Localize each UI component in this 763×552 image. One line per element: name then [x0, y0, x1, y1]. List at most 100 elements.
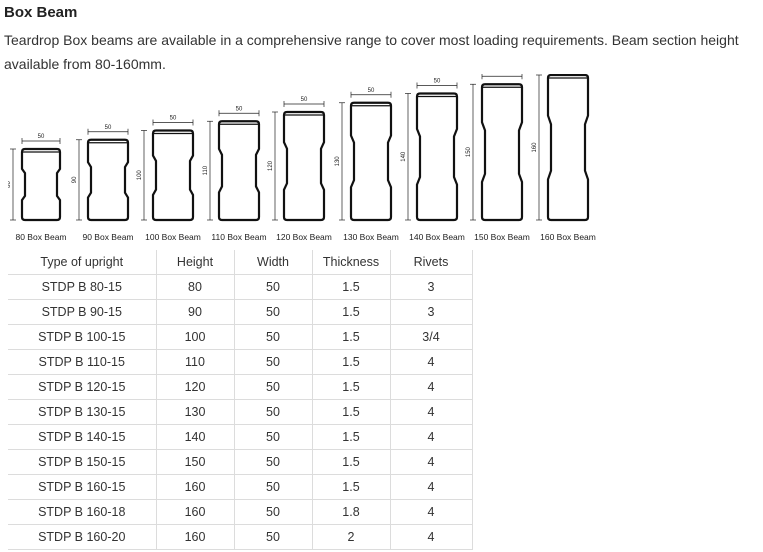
table-cell: 50 — [233, 299, 313, 325]
table-cell: 1.5 — [311, 424, 391, 450]
width-dimension-label: 50 — [105, 125, 112, 131]
table-cell: 120 — [155, 374, 235, 400]
table-cell: 4 — [389, 474, 473, 500]
table-body: STDP B 80-15 80 50 1.5 3 STDP B 90-15 90 50 1.5 3… — [8, 274, 473, 550]
beam-profile-110: 50 110 110 Box Beam — [203, 106, 267, 242]
table-row: STDP B 130-15 130 50 1.5 4 — [8, 399, 473, 425]
table-cell: STDP B 90-15 — [8, 299, 157, 325]
beam-outline — [546, 74, 590, 222]
table-cell: 1.5 — [311, 449, 391, 475]
box-beam-spec-table: Type of upright Height Width Thickness Rivet… — [8, 250, 473, 550]
profile-caption: 120 Box Beam — [276, 232, 332, 242]
table-cell: 50 — [233, 374, 313, 400]
table-row: STDP B 100-15 100 50 1.5 3/4 — [8, 324, 473, 350]
height-dimension-label: 130 — [335, 156, 341, 167]
table-cell: 1.5 — [311, 474, 391, 500]
table-cell: 1.5 — [311, 299, 391, 325]
table-row: STDP B 90-15 90 50 1.5 3 — [8, 299, 473, 325]
beam-profile-160: 50160160 Box Beam — [532, 74, 596, 242]
table-cell: 160 — [155, 499, 235, 525]
column-header: Width — [233, 250, 313, 275]
table-cell: 4 — [389, 374, 473, 400]
beam-outline — [151, 129, 195, 222]
width-dimension-label: 50 — [301, 97, 308, 103]
table-cell: STDP B 160-20 — [8, 524, 157, 550]
profile-caption: 90 Box Beam — [82, 232, 133, 242]
table-cell: 140 — [155, 424, 235, 450]
beam-outline — [415, 92, 459, 222]
table-cell: STDP B 120-15 — [8, 374, 157, 400]
column-header: Height — [155, 250, 235, 275]
table-cell: 4 — [389, 524, 473, 550]
table-cell: STDP B 160-18 — [8, 499, 157, 525]
beam-profile-130: 50 130 130 Box Beam — [335, 88, 399, 242]
table-cell: 50 — [233, 399, 313, 425]
column-header: Rivets — [389, 250, 473, 275]
table-cell: STDP B 80-15 — [8, 274, 157, 300]
width-dimension-label: 50 — [499, 74, 506, 75]
table-cell: 4 — [389, 499, 473, 525]
table-cell: 50 — [233, 349, 313, 375]
beam-outline — [282, 110, 326, 222]
height-dimension-label: 80 — [8, 181, 12, 188]
table-cell: 50 — [233, 449, 313, 475]
beam-outline — [20, 147, 62, 222]
width-dimension-label: 50 — [170, 116, 177, 122]
table-cell: 1.8 — [311, 499, 391, 525]
width-dimension-label: 50 — [368, 88, 375, 94]
box-beam-profiles-figure: 50 80 80 Box Beam 50 90 90 Box Beam 50 100 100 B… — [8, 74, 618, 248]
table-cell: 1.5 — [311, 274, 391, 300]
beam-outline — [86, 138, 130, 222]
table-cell: 1.5 — [311, 399, 391, 425]
table-cell: 3 — [389, 274, 473, 300]
height-dimension-label: 120 — [268, 160, 274, 171]
table-cell: 4 — [389, 399, 473, 425]
profile-caption: 140 Box Beam — [409, 232, 465, 242]
profile-caption: 80 Box Beam — [15, 232, 66, 242]
width-dimension-label: 50 — [236, 106, 243, 112]
table-row: STDP B 110-15 110 50 1.5 4 — [8, 349, 473, 375]
table-row: STDP B 80-15 80 50 1.5 3 — [8, 274, 473, 300]
table-cell: STDP B 100-15 — [8, 324, 157, 350]
height-dimension-label: 150 — [466, 146, 472, 157]
table-cell: STDP B 140-15 — [8, 424, 157, 450]
page-title: Box Beam — [4, 4, 78, 21]
table-cell: 1.5 — [311, 324, 391, 350]
table-cell: 130 — [155, 399, 235, 425]
table-cell: 160 — [155, 524, 235, 550]
table-cell: 3 — [389, 299, 473, 325]
table-cell: 1.5 — [311, 374, 391, 400]
table-cell: 50 — [233, 499, 313, 525]
beam-outline — [480, 83, 524, 222]
table-cell: 50 — [233, 324, 313, 350]
height-dimension-label: 100 — [137, 170, 143, 181]
intro-paragraph: Teardrop Box beams are available in a co… — [4, 32, 739, 72]
height-dimension-label: 160 — [532, 142, 538, 153]
beam-profile-120: 50 120 120 Box Beam — [268, 97, 332, 242]
table-cell: 90 — [155, 299, 235, 325]
table-cell: 100 — [155, 324, 235, 350]
beam-profile-90: 50 90 90 Box Beam — [72, 125, 134, 242]
width-dimension-label: 50 — [434, 79, 441, 85]
table-row: STDP B 160-20 160 50 2 4 — [8, 524, 473, 550]
table-cell: STDP B 150-15 — [8, 449, 157, 475]
profile-caption: 130 Box Beam — [343, 232, 399, 242]
height-dimension-label: 140 — [401, 151, 407, 162]
table-cell: 80 — [155, 274, 235, 300]
profile-caption: 100 Box Beam — [145, 232, 201, 242]
table-cell: 50 — [233, 474, 313, 500]
table-cell: 4 — [389, 349, 473, 375]
profile-caption: 160 Box Beam — [540, 232, 596, 242]
table-cell: 50 — [233, 524, 313, 550]
table-cell: 150 — [155, 449, 235, 475]
table-row: STDP B 160-18 160 50 1.8 4 — [8, 499, 473, 525]
beam-profile-150: 50 150 150 Box Beam — [466, 74, 530, 242]
table-cell: 4 — [389, 449, 473, 475]
beam-profile-100: 50 100 100 Box Beam — [137, 116, 201, 243]
table-cell: 160 — [155, 474, 235, 500]
table-cell: 4 — [389, 424, 473, 450]
height-dimension-label: 90 — [72, 176, 78, 183]
table-row: STDP B 140-15 140 50 1.5 4 — [8, 424, 473, 450]
column-header: Thickness — [311, 250, 391, 275]
table-cell: 50 — [233, 274, 313, 300]
